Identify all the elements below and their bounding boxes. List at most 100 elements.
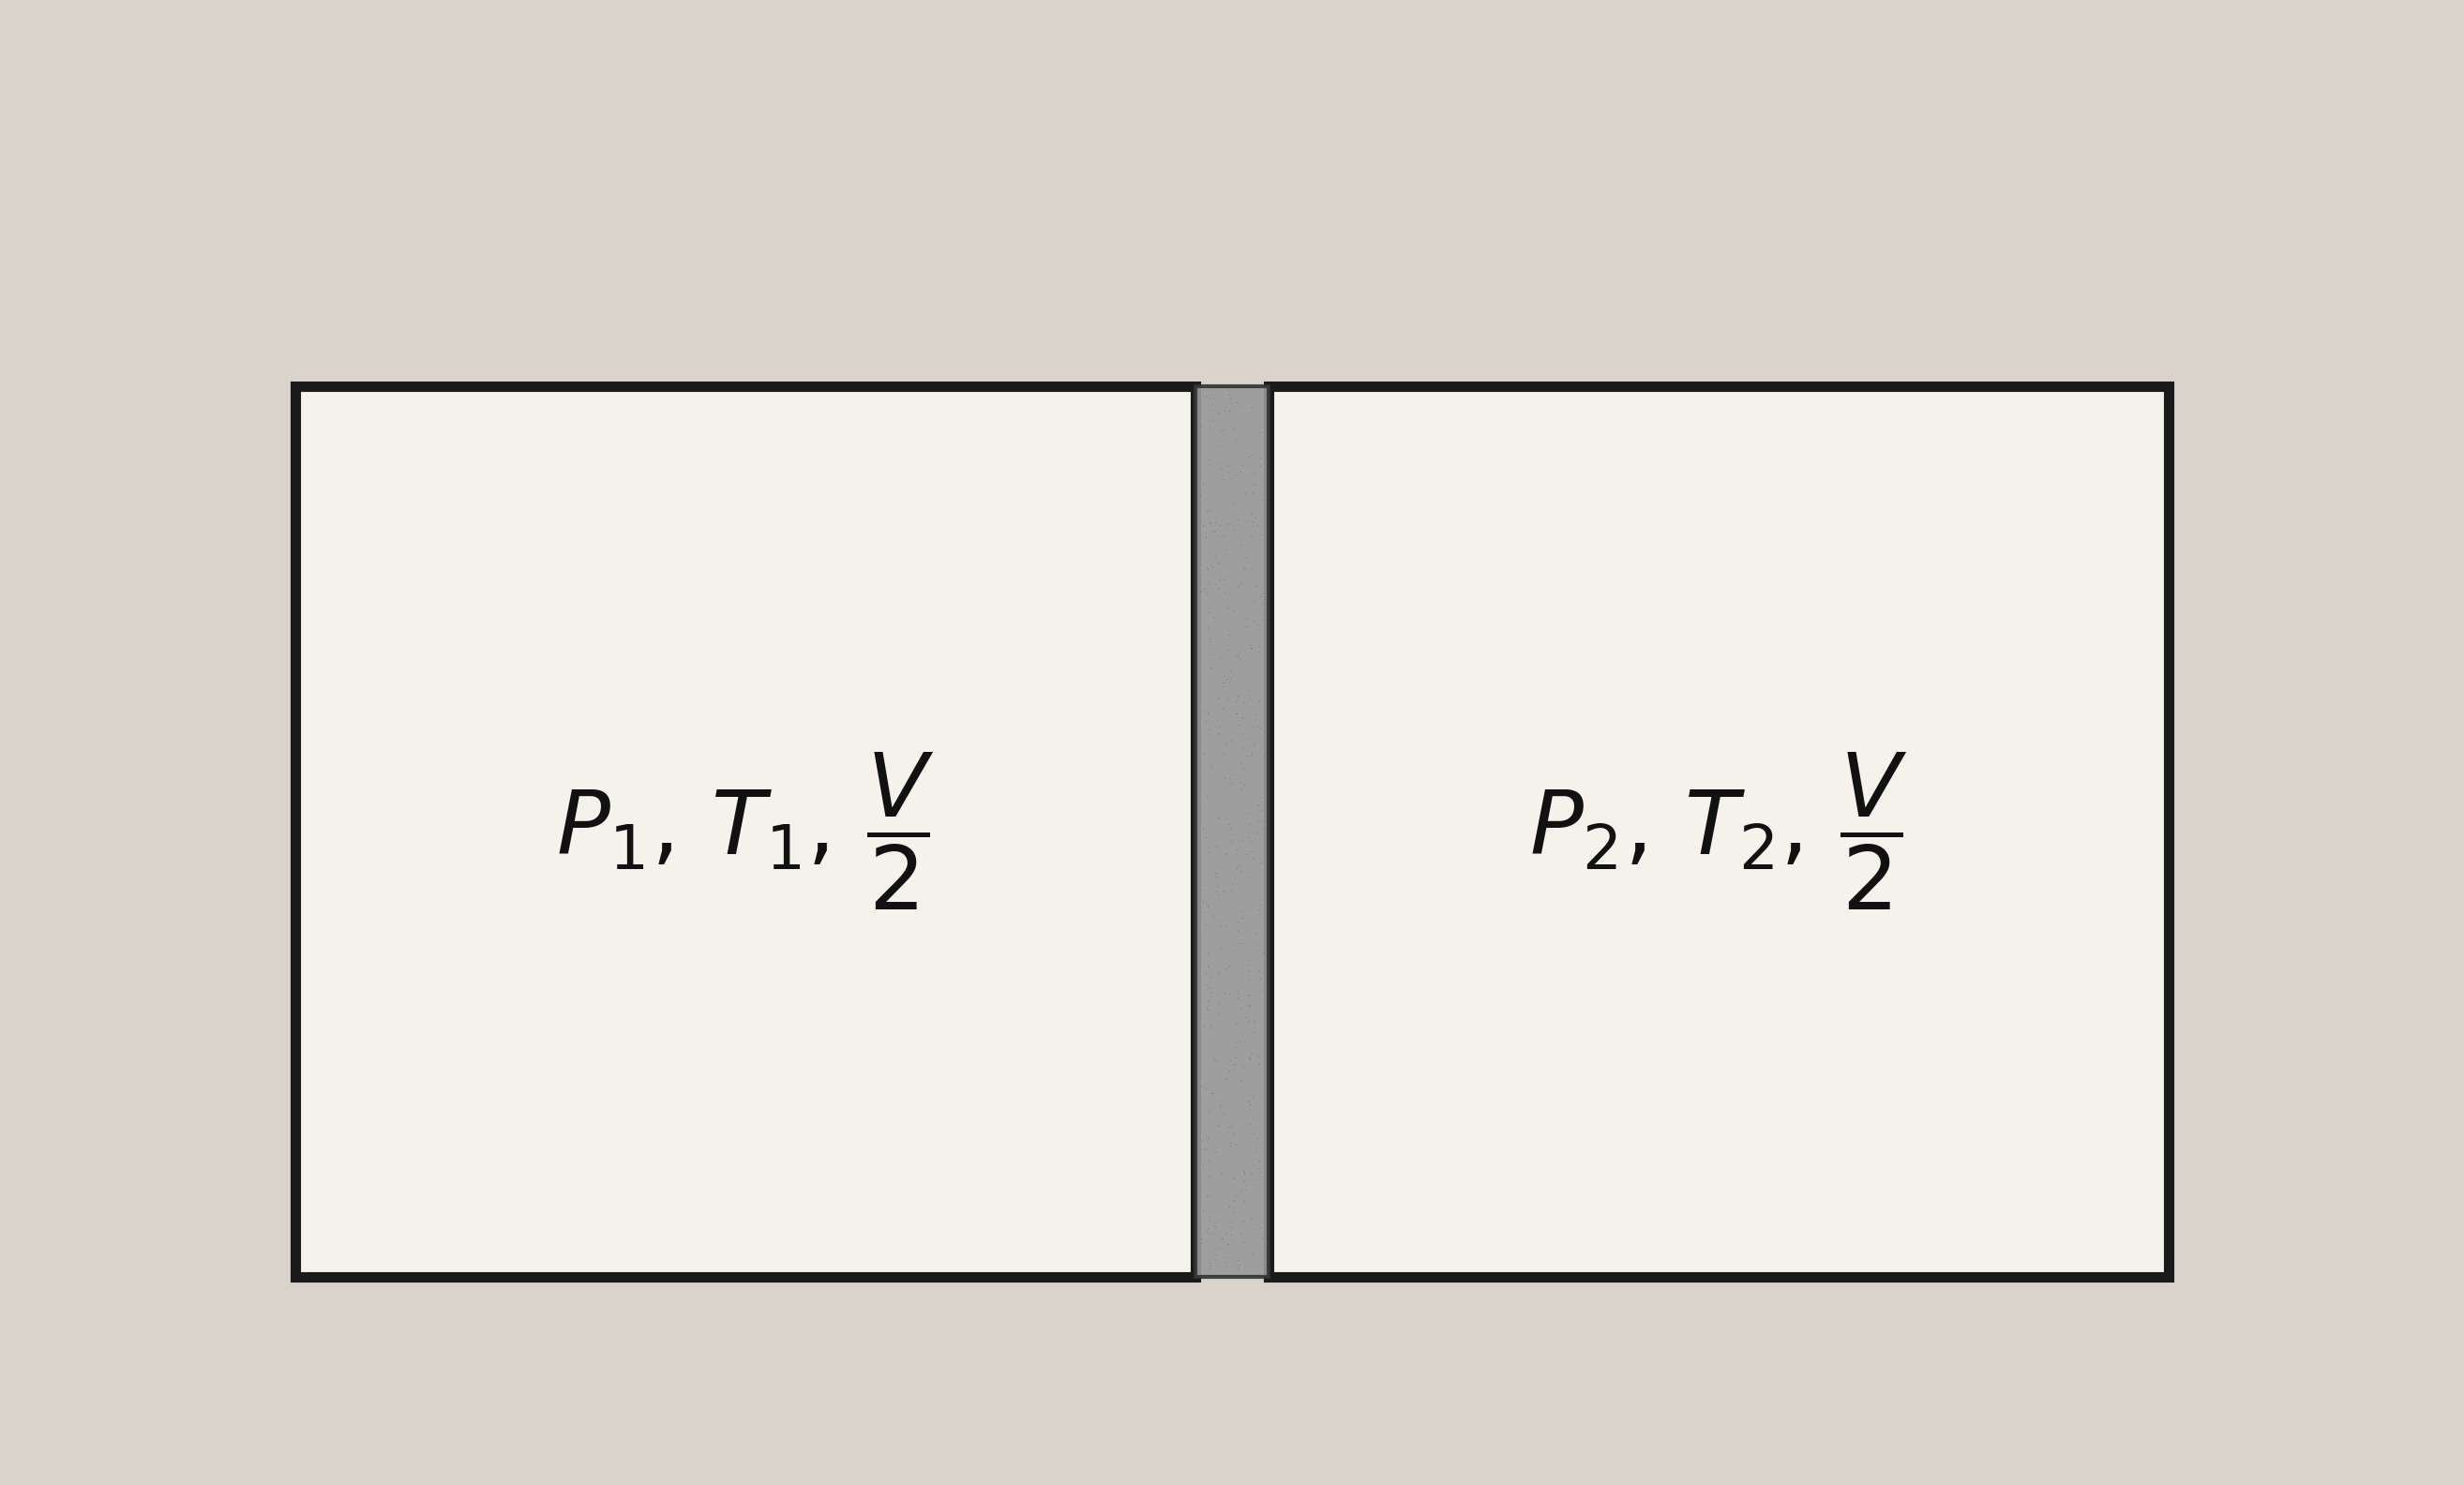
Point bbox=[1180, 414, 1220, 438]
Point bbox=[1242, 420, 1281, 444]
Point bbox=[1239, 892, 1279, 916]
Point bbox=[1239, 453, 1279, 477]
Point bbox=[1210, 686, 1249, 710]
Point bbox=[1237, 714, 1276, 738]
Point bbox=[1190, 756, 1230, 780]
Point bbox=[1212, 872, 1252, 895]
Point bbox=[1222, 931, 1262, 955]
Point bbox=[1207, 1233, 1247, 1256]
Point bbox=[1234, 1154, 1274, 1178]
Point bbox=[1222, 705, 1262, 729]
Point bbox=[1230, 968, 1269, 992]
Point bbox=[1185, 385, 1225, 408]
Point bbox=[1202, 1227, 1242, 1250]
Point bbox=[1183, 1127, 1222, 1151]
Point bbox=[1188, 581, 1227, 604]
Bar bbox=[1195, 386, 1269, 1277]
Point bbox=[1202, 419, 1242, 443]
Point bbox=[1210, 399, 1249, 423]
Point bbox=[1232, 1042, 1271, 1066]
Point bbox=[1193, 1221, 1232, 1244]
Point bbox=[1198, 1236, 1237, 1259]
Point bbox=[1215, 1188, 1254, 1212]
Point bbox=[1180, 483, 1220, 506]
Point bbox=[1212, 466, 1252, 490]
Point bbox=[1242, 851, 1281, 875]
Point bbox=[1205, 671, 1244, 695]
Point bbox=[1230, 1008, 1269, 1032]
Point bbox=[1188, 1126, 1227, 1149]
Point bbox=[1210, 622, 1249, 646]
Point bbox=[1188, 616, 1227, 640]
Point bbox=[1230, 524, 1269, 548]
Point bbox=[1230, 728, 1269, 751]
Point bbox=[1185, 891, 1225, 915]
Point bbox=[1190, 1207, 1230, 1231]
Point bbox=[1239, 1149, 1279, 1173]
Point bbox=[1183, 890, 1222, 913]
Bar bbox=[296, 386, 1195, 1277]
Point bbox=[1222, 906, 1262, 930]
Point bbox=[1207, 667, 1247, 691]
Point bbox=[1207, 806, 1247, 830]
Point bbox=[1225, 1169, 1264, 1192]
Point bbox=[1198, 990, 1237, 1014]
Point bbox=[1220, 854, 1259, 878]
Point bbox=[1217, 429, 1257, 453]
Point bbox=[1185, 912, 1225, 936]
Point bbox=[1188, 555, 1227, 579]
Point bbox=[1222, 900, 1262, 924]
Point bbox=[1217, 573, 1257, 597]
Point bbox=[1210, 766, 1249, 790]
Point bbox=[1183, 900, 1222, 924]
Point bbox=[1188, 499, 1227, 523]
Point bbox=[1239, 716, 1279, 740]
Point bbox=[1195, 518, 1234, 542]
Point bbox=[1237, 702, 1276, 726]
Point bbox=[1230, 683, 1269, 707]
Point bbox=[1210, 667, 1249, 691]
Point bbox=[1230, 1097, 1269, 1121]
Point bbox=[1183, 1227, 1222, 1250]
Point bbox=[1232, 829, 1271, 852]
Point bbox=[1230, 1047, 1269, 1071]
Point bbox=[1234, 1008, 1274, 1032]
Point bbox=[1227, 1005, 1266, 1029]
Point bbox=[1207, 538, 1247, 561]
Point bbox=[1234, 937, 1274, 961]
Point bbox=[1195, 861, 1234, 885]
Point bbox=[1234, 462, 1274, 486]
Point bbox=[1237, 1213, 1276, 1237]
Point bbox=[1205, 765, 1244, 789]
Point bbox=[1232, 740, 1271, 763]
Point bbox=[1237, 1140, 1276, 1164]
Point bbox=[1207, 1244, 1247, 1268]
Point bbox=[1193, 520, 1232, 544]
Point bbox=[1188, 973, 1227, 996]
Point bbox=[1217, 838, 1257, 861]
Point bbox=[1232, 1163, 1271, 1187]
Point bbox=[1200, 884, 1239, 907]
Point bbox=[1215, 417, 1254, 441]
Bar bbox=[1269, 386, 2168, 1277]
Point bbox=[1183, 1138, 1222, 1161]
Point bbox=[1227, 508, 1266, 532]
Point bbox=[1190, 1256, 1230, 1280]
Point bbox=[1222, 829, 1262, 852]
Point bbox=[1195, 511, 1234, 535]
Point bbox=[1232, 511, 1271, 535]
Point bbox=[1217, 855, 1257, 879]
Point bbox=[1210, 386, 1249, 410]
Point bbox=[1198, 866, 1237, 890]
Point bbox=[1234, 921, 1274, 944]
Point bbox=[1200, 567, 1239, 591]
Point bbox=[1237, 821, 1276, 845]
Point bbox=[1190, 717, 1230, 741]
Point bbox=[1232, 395, 1271, 419]
Point bbox=[1185, 1014, 1225, 1038]
Point bbox=[1205, 980, 1244, 1004]
Point bbox=[1200, 1112, 1239, 1136]
Point bbox=[1222, 1106, 1262, 1130]
Point bbox=[1220, 858, 1259, 882]
Point bbox=[1183, 383, 1222, 407]
